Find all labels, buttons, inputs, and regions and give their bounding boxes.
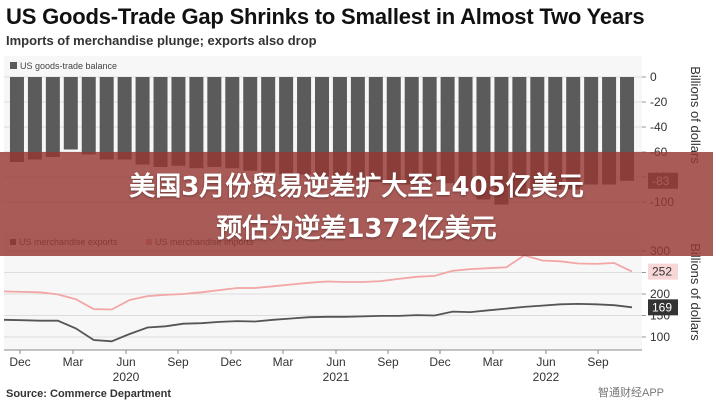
bar-balance xyxy=(153,77,168,167)
headline-banner: 美国3月份贸易逆差扩大至1405亿美元 预估为逆差1372亿美元 xyxy=(0,152,713,256)
bar-balance xyxy=(117,77,132,160)
imports-last-value-box xyxy=(648,263,678,280)
imports-last-value-label: 252 xyxy=(652,265,672,279)
x-tick-label: Mar xyxy=(273,355,294,369)
chart-title: US Goods-Trade Gap Shrinks to Smallest i… xyxy=(6,4,645,29)
bar-balance xyxy=(99,77,114,160)
x-tick-label: Jun xyxy=(536,355,555,369)
x-year-label: 2021 xyxy=(323,370,350,384)
bar-balance xyxy=(9,77,24,162)
bar-balance xyxy=(135,77,150,165)
imports-line xyxy=(3,254,633,311)
bar-balance xyxy=(225,77,240,169)
x-tick-label: Dec xyxy=(220,355,241,369)
bar-yaxis-title: Billions of dollars xyxy=(688,66,703,164)
bar-balance xyxy=(81,77,96,155)
source-note: Source: Commerce Department xyxy=(6,388,172,400)
x-tick-label: Dec xyxy=(9,355,30,369)
bar-balance xyxy=(171,77,186,166)
exports-line xyxy=(3,302,633,343)
line-yaxis-title: Billions of dollars xyxy=(688,243,703,341)
x-tick-label: Mar xyxy=(483,355,504,369)
line-ytick-label: 200 xyxy=(650,287,670,301)
x-tick-label: Jun xyxy=(116,355,135,369)
banner-headline: 美国3月份贸易逆差扩大至1405亿美元 xyxy=(129,172,584,202)
bar-balance xyxy=(189,77,204,169)
watermark-text: 智通财经APP xyxy=(598,387,665,399)
bar-legend-label: US goods-trade balance xyxy=(20,61,117,71)
x-tick-label: Sep xyxy=(587,355,609,369)
x-tick-label: Sep xyxy=(377,355,399,369)
bar-legend-swatch xyxy=(10,62,17,69)
banner-subheadline: 预估为逆差1372亿美元 xyxy=(216,214,497,244)
x-year-label: 2020 xyxy=(113,370,140,384)
bar-ytick-label: -20 xyxy=(650,95,668,109)
bar-balance xyxy=(261,77,276,172)
chart-subtitle: Imports of merchandise plunge; exports a… xyxy=(6,33,317,48)
bar-balance xyxy=(243,77,258,171)
bar-balance xyxy=(27,77,42,160)
x-year-label: 2022 xyxy=(533,370,560,384)
bar-ytick-label: 0 xyxy=(650,70,657,84)
bar-balance xyxy=(207,77,222,167)
exports-last-value-label: 169 xyxy=(652,300,672,314)
bar-balance xyxy=(297,77,312,175)
exports-last-value-box xyxy=(648,299,678,316)
bar-balance xyxy=(63,77,78,150)
x-tick-label: Jun xyxy=(326,355,345,369)
x-tick-label: Sep xyxy=(167,355,189,369)
bar-balance xyxy=(279,77,294,175)
bar-balance xyxy=(45,77,60,157)
x-tick-label: Mar xyxy=(63,355,84,369)
line-ytick-label: 100 xyxy=(650,330,670,344)
x-tick-label: Dec xyxy=(429,355,450,369)
bar-ytick-label: -40 xyxy=(650,120,668,134)
